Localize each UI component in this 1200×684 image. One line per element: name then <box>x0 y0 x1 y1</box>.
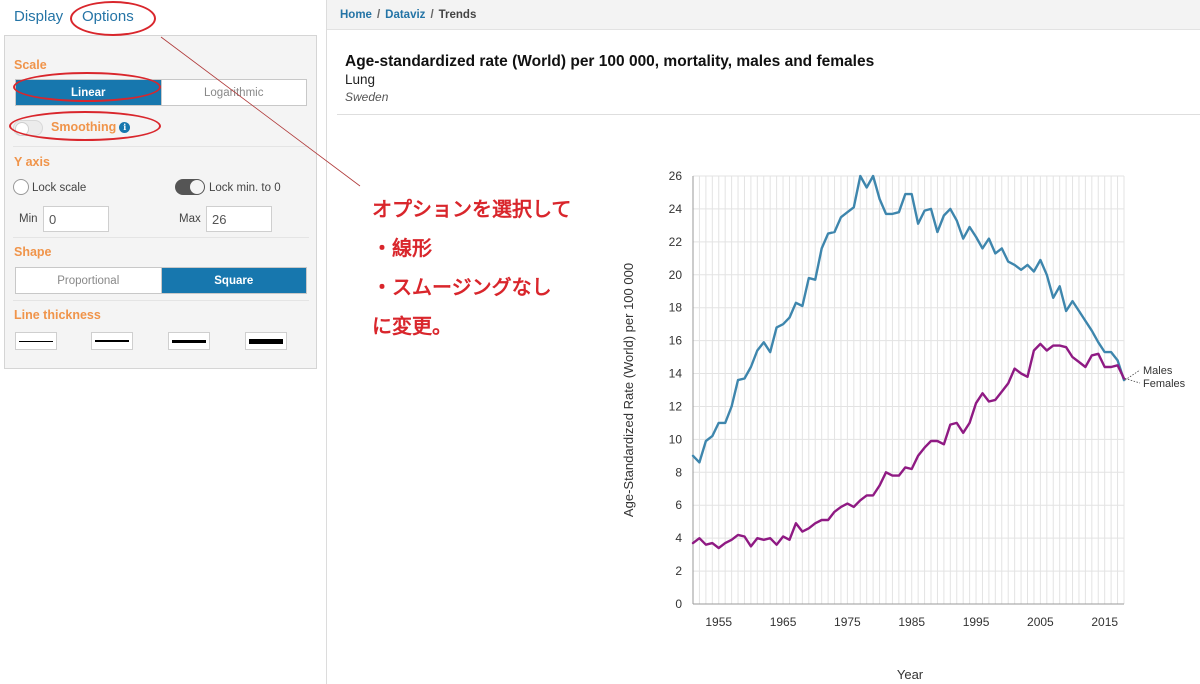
y-tick-label: 6 <box>675 498 682 512</box>
thickness-2-sample <box>95 340 129 342</box>
chart-subtitle: Lung <box>345 72 376 87</box>
min-input[interactable] <box>43 206 109 232</box>
lock-scale-label: Lock scale <box>32 182 87 194</box>
y-tick-label: 18 <box>669 301 683 315</box>
annotation-note: オプションを選択して ・線形・スムージングなし に変更。 <box>372 190 571 346</box>
line-thickness-section-title: Line thickness <box>14 308 101 322</box>
chart-country: Sweden <box>345 90 389 104</box>
y-tick-label: 0 <box>675 597 682 611</box>
max-input[interactable] <box>206 206 272 232</box>
section-divider <box>13 300 309 301</box>
breadcrumb-bar: Home / Dataviz / Trends <box>327 0 1200 30</box>
breadcrumb: Home / Dataviz / Trends <box>340 9 476 21</box>
thickness-2-button[interactable] <box>91 332 133 350</box>
tab-options[interactable]: Options <box>82 8 134 25</box>
annotation-pointer-line <box>160 36 361 187</box>
note-line: ・スムージングなし <box>372 275 552 299</box>
tab-display[interactable]: Display <box>14 8 64 25</box>
y-tick-label: 10 <box>669 432 683 446</box>
y-tick-label: 2 <box>675 564 682 578</box>
info-icon[interactable]: i <box>119 122 131 133</box>
y-axis-section-title: Y axis <box>14 155 50 169</box>
lock-scale-radio[interactable] <box>13 179 29 195</box>
shape-square-button[interactable]: Square <box>160 268 306 293</box>
chart-series <box>691 174 1126 550</box>
shape-section-title: Shape <box>14 245 52 259</box>
smoothing-label-text: Smoothing <box>51 120 117 134</box>
shape-switch: Proportional Square <box>15 267 307 294</box>
y-tick-label: 4 <box>675 531 682 545</box>
x-axis-title: Year <box>897 667 924 682</box>
breadcrumb-separator: / <box>430 9 434 21</box>
thickness-3-sample <box>172 339 206 343</box>
breadcrumb-separator: / <box>376 9 381 21</box>
section-divider <box>13 146 309 147</box>
series-label-leader <box>1124 369 1141 381</box>
y-tick-label: 16 <box>669 334 683 348</box>
lock-min-label: Lock min. to 0 <box>209 182 281 194</box>
lock-min-toggle[interactable] <box>175 179 205 195</box>
y-axis-title: Age-Standardized Rate (World) per 100 00… <box>621 263 636 517</box>
thickness-4-sample <box>249 338 283 344</box>
series-label-leader <box>1124 378 1141 384</box>
thickness-4-button[interactable] <box>245 332 287 350</box>
series-line-females <box>691 342 1126 550</box>
y-tick-label: 12 <box>669 399 683 413</box>
x-tick-label: 1985 <box>898 615 925 629</box>
x-tick-label: 1965 <box>770 615 797 629</box>
breadcrumb-current: Trends <box>438 9 477 21</box>
thickness-1-sample <box>19 340 53 342</box>
scale-section-title: Scale <box>14 58 47 72</box>
smoothing-label: Smoothing i <box>51 120 131 134</box>
x-tick-label: 1975 <box>834 615 861 629</box>
note-line: オプションを選択して <box>372 197 572 221</box>
note-line: ・線形 <box>372 236 432 260</box>
note-line: に変更。 <box>372 314 452 338</box>
chart-title: Age-standardized rate (World) per 100 00… <box>345 53 875 70</box>
max-label: Max <box>179 213 201 225</box>
min-label: Min <box>19 213 38 225</box>
chart-grid <box>692 175 1125 605</box>
panel-tabs: Display Options <box>0 0 326 34</box>
plot-area <box>693 176 1124 604</box>
x-tick-label: 1955 <box>705 615 732 629</box>
breadcrumb-dataviz-link[interactable]: Dataviz <box>385 9 426 21</box>
section-divider <box>13 237 309 238</box>
toggle-knob <box>190 180 204 194</box>
thickness-1-button[interactable] <box>15 332 57 350</box>
x-tick-label: 1995 <box>963 615 990 629</box>
title-divider <box>337 114 1200 115</box>
thickness-3-button[interactable] <box>168 332 210 350</box>
breadcrumb-home-link[interactable]: Home <box>340 9 372 21</box>
toggle-knob <box>15 122 29 136</box>
series-label-females: Females <box>1143 378 1186 390</box>
shape-proportional-button[interactable]: Proportional <box>57 274 120 287</box>
y-tick-label: 26 <box>669 169 683 183</box>
y-tick-label: 14 <box>669 367 683 381</box>
x-tick-label: 2005 <box>1027 615 1054 629</box>
x-tick-label: 2015 <box>1091 615 1118 629</box>
panel-divider <box>326 0 327 684</box>
y-tick-label: 22 <box>669 235 683 249</box>
y-tick-label: 8 <box>675 465 682 479</box>
smoothing-toggle[interactable] <box>13 120 43 136</box>
y-tick-label: 20 <box>669 268 683 282</box>
series-label-males: Males <box>1143 365 1173 377</box>
y-tick-label: 24 <box>669 202 683 216</box>
series-line-males <box>691 174 1126 464</box>
